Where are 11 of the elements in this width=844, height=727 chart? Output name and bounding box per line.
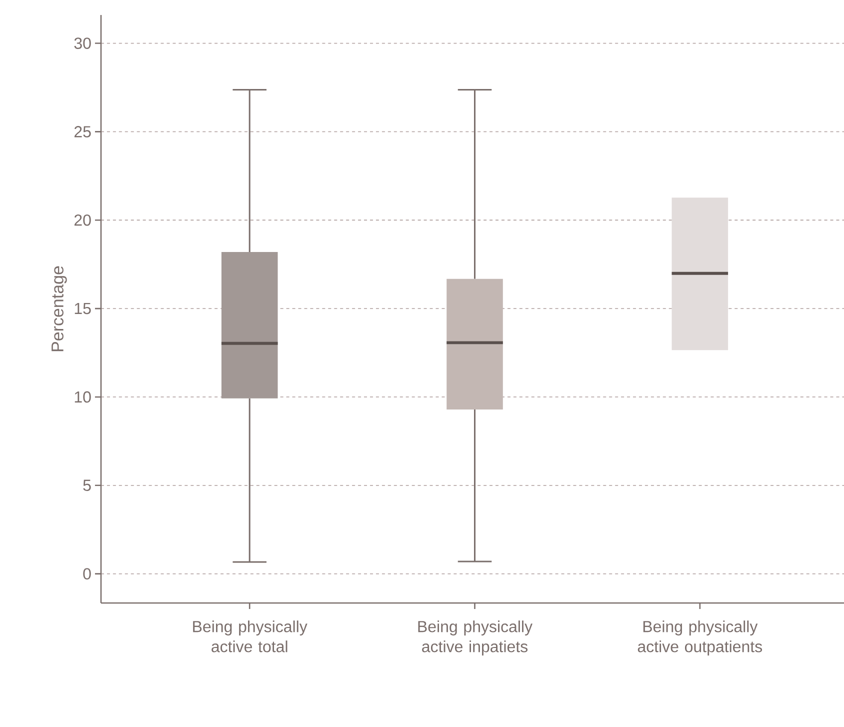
y-tick-label: 10 — [74, 391, 91, 403]
y-tick-label: 5 — [83, 480, 91, 491]
y-tick-label: 25 — [74, 126, 91, 138]
y-tick-label: 20 — [74, 214, 91, 226]
y-tick-label: 30 — [74, 38, 91, 49]
x-tick-label: Being physically active outpatients — [638, 620, 762, 656]
y-axis-title: Percentage — [52, 266, 67, 352]
x-tick-label: Being physically active inpatiets — [418, 620, 532, 656]
y-tick-label: 15 — [74, 302, 91, 314]
y-tick-label: 0 — [83, 568, 91, 580]
x-tick-label: Being physically active total — [193, 620, 308, 652]
